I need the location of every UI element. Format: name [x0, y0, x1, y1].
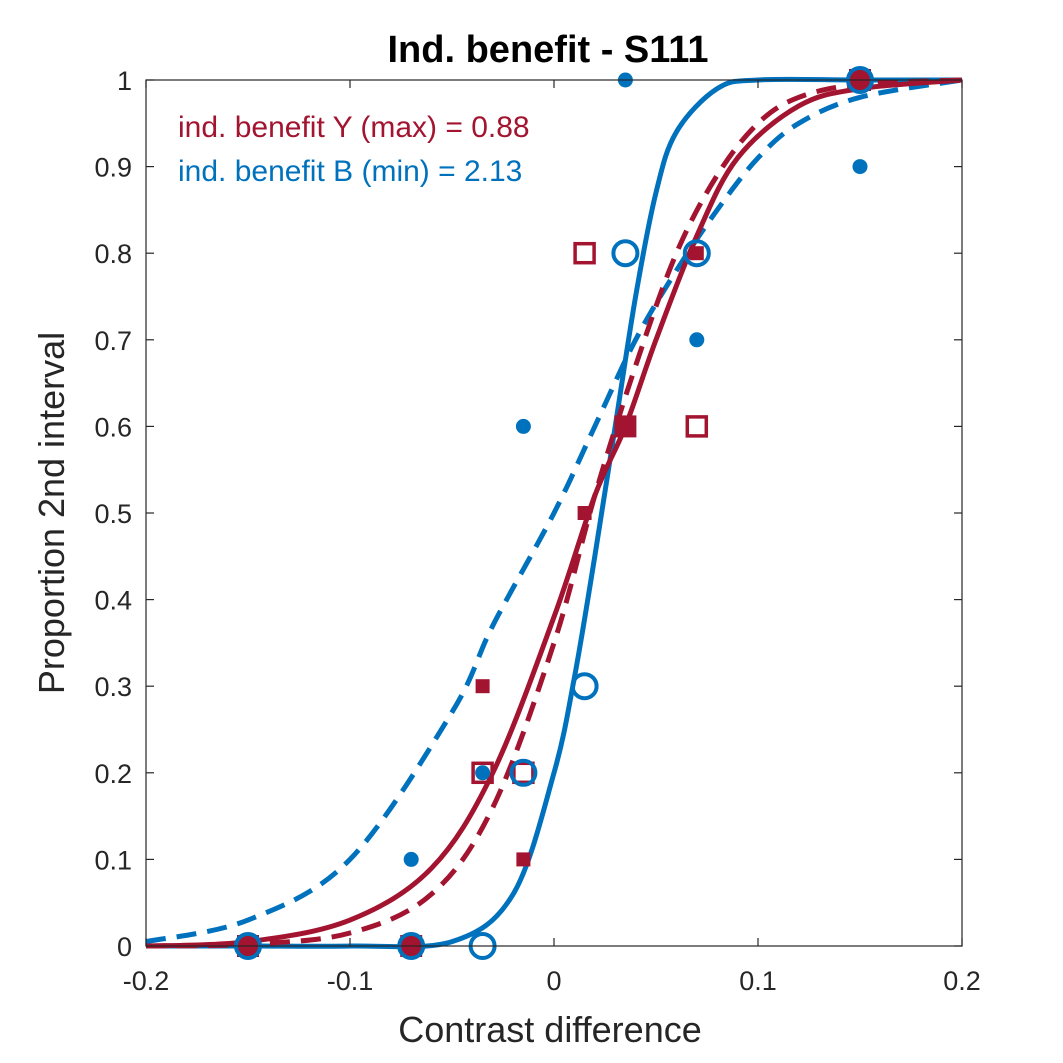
red-dashed-curve	[145, 77, 963, 949]
y-tick-label: 0	[117, 932, 132, 962]
blue-filled-circle-point	[515, 418, 531, 434]
blue-open-circle-point	[570, 672, 599, 701]
red-small-square-point	[475, 679, 490, 694]
red-open-square-point	[573, 241, 596, 265]
chart-title: Ind. benefit - S111	[388, 29, 709, 71]
blue-filled-circle-point	[403, 851, 419, 867]
blue-solid-curve	[146, 76, 962, 950]
y-tick-label: 0.2	[94, 759, 132, 789]
x-tick-label: 0	[546, 966, 561, 996]
red-open-square-point	[685, 415, 709, 438]
x-axis-label: Contrast difference	[398, 1009, 702, 1050]
red-small-square-point	[577, 506, 592, 520]
y-tick-label: 0.3	[94, 672, 132, 702]
y-tick-label: 0.5	[94, 499, 132, 529]
blue-open-circle-point	[682, 239, 711, 268]
blue-filled-circle-point	[852, 159, 868, 175]
y-tick-label: 0.1	[94, 845, 132, 875]
y-axis-label: Proportion 2nd interval	[31, 332, 72, 694]
blue-open-circle-point	[611, 239, 640, 268]
y-tick-label: 0.4	[94, 586, 132, 616]
blue-open-circle-point	[509, 758, 538, 787]
x-tick-label: -0.1	[327, 966, 374, 996]
y-tick-label: 1	[117, 66, 132, 96]
y-tick-label: 0.9	[94, 153, 132, 183]
blue-filled-circle-point	[475, 765, 491, 781]
x-tick-label: 0.1	[739, 966, 777, 996]
red-solid-curve	[145, 77, 963, 949]
red-filled-square-point	[614, 415, 637, 438]
blue-filled-circle-point	[689, 332, 705, 348]
y-tick-label: 0.6	[94, 412, 132, 442]
annotation-red: ind. benefit Y (max) = 0.88	[178, 111, 530, 144]
y-tick-label: 0.7	[94, 326, 132, 356]
red-small-square-point	[516, 852, 531, 867]
blue-dashed-curve	[145, 77, 963, 945]
red-open-square-point	[471, 761, 494, 785]
fitted-curves	[145, 76, 963, 950]
red-open-square-point	[512, 761, 535, 785]
x-tick-label: 0.2	[943, 966, 981, 996]
red-small-square-point	[689, 246, 704, 261]
axis-ticks: -0.2 -0.1 0 0.1 0.2 0 0.1 0.2 0.3 0.4 0.5 0.6 0.7 0.8…	[94, 66, 980, 996]
y-tick-label: 0.8	[94, 239, 132, 269]
annotation-blue: ind. benefit B (min) = 2.13	[178, 155, 522, 188]
x-tick-label: -0.2	[123, 966, 170, 996]
